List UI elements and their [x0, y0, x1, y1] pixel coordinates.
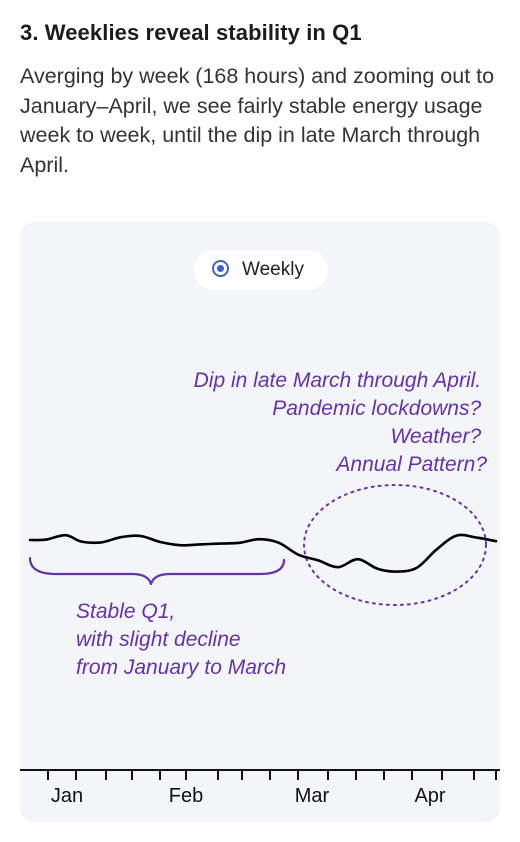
dip-highlight-ellipse: [303, 484, 487, 606]
chart-card: Dip in late March through April. Pandemi…: [20, 222, 500, 822]
stable-annotation-line-3: from January to March: [76, 656, 286, 679]
dip-annotation-group: Dip in late March through April. Pandemi…: [194, 369, 488, 606]
stable-period-brace: [28, 556, 286, 586]
weekly-toggle[interactable]: Weekly: [194, 250, 328, 290]
dip-annotation-line-3: Weather?: [390, 425, 481, 448]
stable-annotation-line-2: with slight decline: [76, 628, 241, 651]
weekly-energy-line: [28, 533, 498, 573]
x-tick-label-feb: Feb: [169, 785, 203, 807]
dip-annotation-line-1: Dip in late March through April.: [194, 369, 482, 392]
section-title: 3. Weeklies reveal stability in Q1: [20, 20, 362, 45]
dip-annotation-text: Dip in late March through April. Pandemi…: [194, 369, 488, 476]
weekly-line-chart: Dip in late March through April. Pandemi…: [20, 369, 500, 807]
weekly-radio-icon[interactable]: [212, 260, 229, 277]
x-tick-label-mar: Mar: [295, 785, 330, 807]
stable-annotation-group: Stable Q1, with slight decline from Janu…: [28, 556, 286, 679]
dip-annotation-line-2: Pandemic lockdowns?: [272, 397, 481, 420]
dip-annotation-line-4: Annual Pattern?: [334, 453, 487, 476]
x-tick-label-jan: Jan: [51, 785, 83, 807]
x-tick-label-apr: Apr: [414, 785, 445, 807]
stable-annotation-line-1: Stable Q1,: [76, 600, 175, 623]
weekly-toggle-label: Weekly: [242, 259, 304, 280]
section-description: Averging by week (168 hours) and zooming…: [20, 64, 495, 177]
x-axis-ticks: [47, 770, 497, 780]
stable-annotation-text: Stable Q1, with slight decline from Janu…: [76, 600, 286, 679]
